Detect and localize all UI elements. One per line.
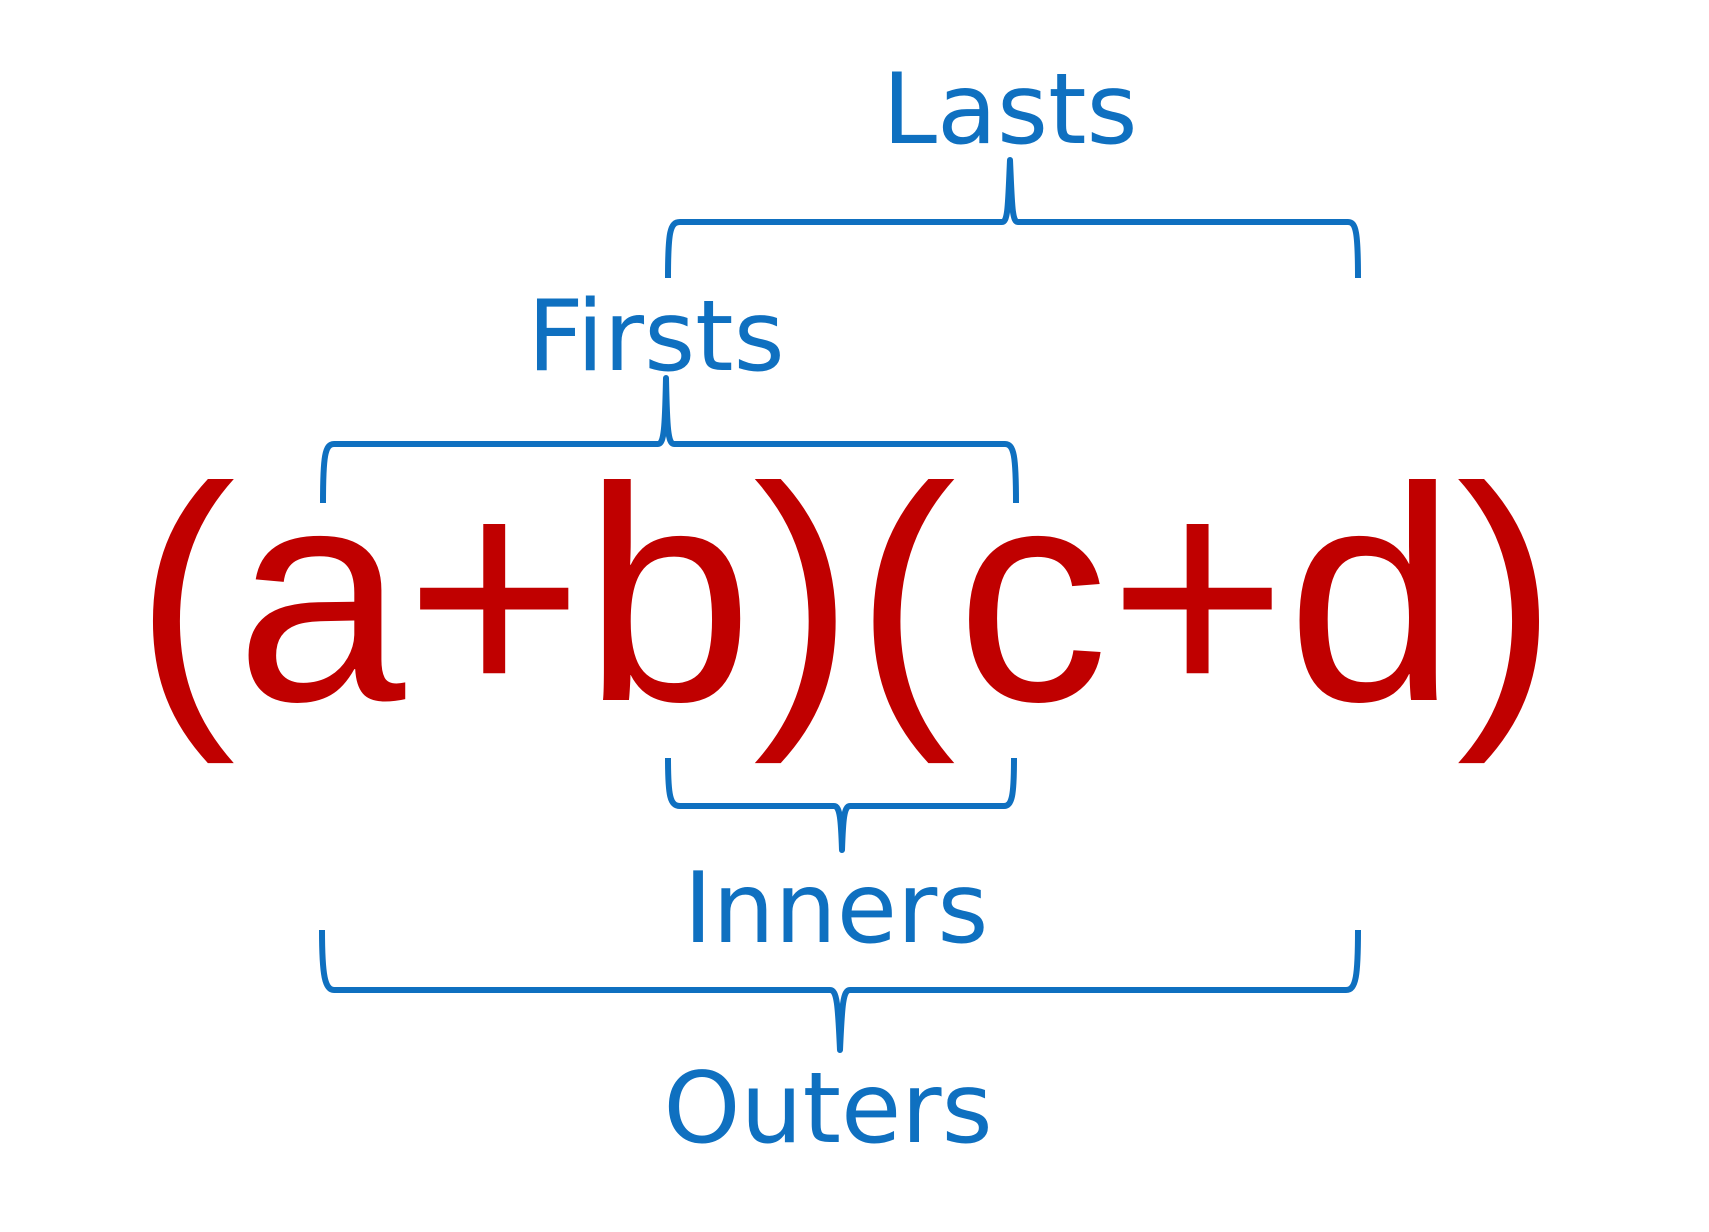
inners-label: Inners (684, 852, 989, 966)
firsts-brace (320, 375, 1019, 504)
inners-brace (665, 757, 1017, 853)
expression: (a+b)(c+d) (134, 424, 1558, 767)
outers-label: Outers (663, 1052, 992, 1166)
outers-brace (319, 929, 1361, 1053)
lasts-label: Lasts (882, 53, 1137, 167)
firsts-label: Firsts (527, 280, 784, 394)
lasts-brace (665, 157, 1361, 279)
